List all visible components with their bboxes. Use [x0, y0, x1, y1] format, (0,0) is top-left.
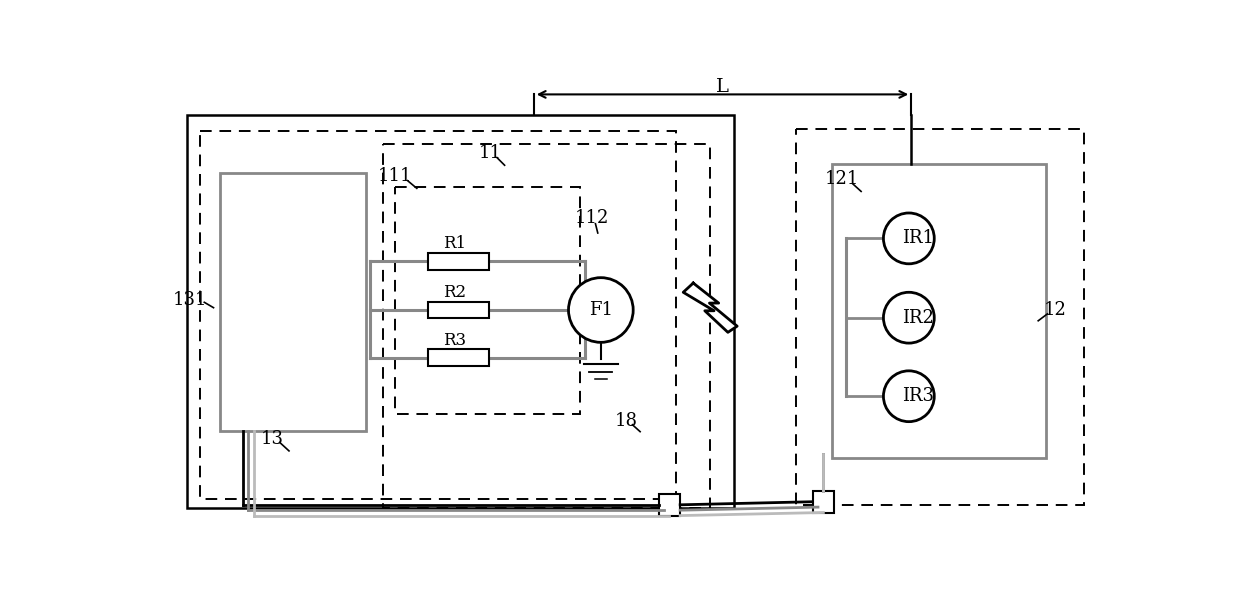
Text: 131: 131 [174, 291, 207, 309]
Bar [812, 491, 835, 512]
Text: 112: 112 [574, 209, 609, 226]
Circle shape [568, 277, 634, 342]
Text: L: L [715, 78, 729, 96]
Circle shape [883, 213, 934, 264]
Text: IR1: IR1 [901, 229, 934, 248]
Bar [383, 144, 711, 508]
Text: R2: R2 [443, 284, 466, 301]
Circle shape [883, 371, 934, 422]
Text: IR2: IR2 [903, 309, 934, 327]
Text: R3: R3 [443, 331, 466, 348]
Bar [428, 253, 490, 270]
Bar [219, 173, 366, 431]
Text: IR3: IR3 [901, 387, 934, 405]
Circle shape [883, 293, 934, 343]
Bar [428, 302, 490, 319]
Bar [796, 129, 1085, 505]
Text: F1: F1 [589, 301, 613, 319]
Text: 13: 13 [260, 430, 284, 447]
Text: 111: 111 [378, 167, 413, 185]
Text: 121: 121 [825, 170, 859, 188]
Bar [187, 115, 734, 508]
Bar [658, 494, 681, 515]
Bar [396, 187, 580, 414]
Text: 18: 18 [615, 412, 637, 430]
Text: 11: 11 [479, 144, 502, 162]
Bar [832, 164, 1045, 458]
Polygon shape [683, 283, 737, 332]
Bar [201, 131, 676, 498]
Bar [428, 349, 490, 366]
Text: R1: R1 [443, 236, 466, 253]
Text: 12: 12 [1044, 301, 1066, 319]
